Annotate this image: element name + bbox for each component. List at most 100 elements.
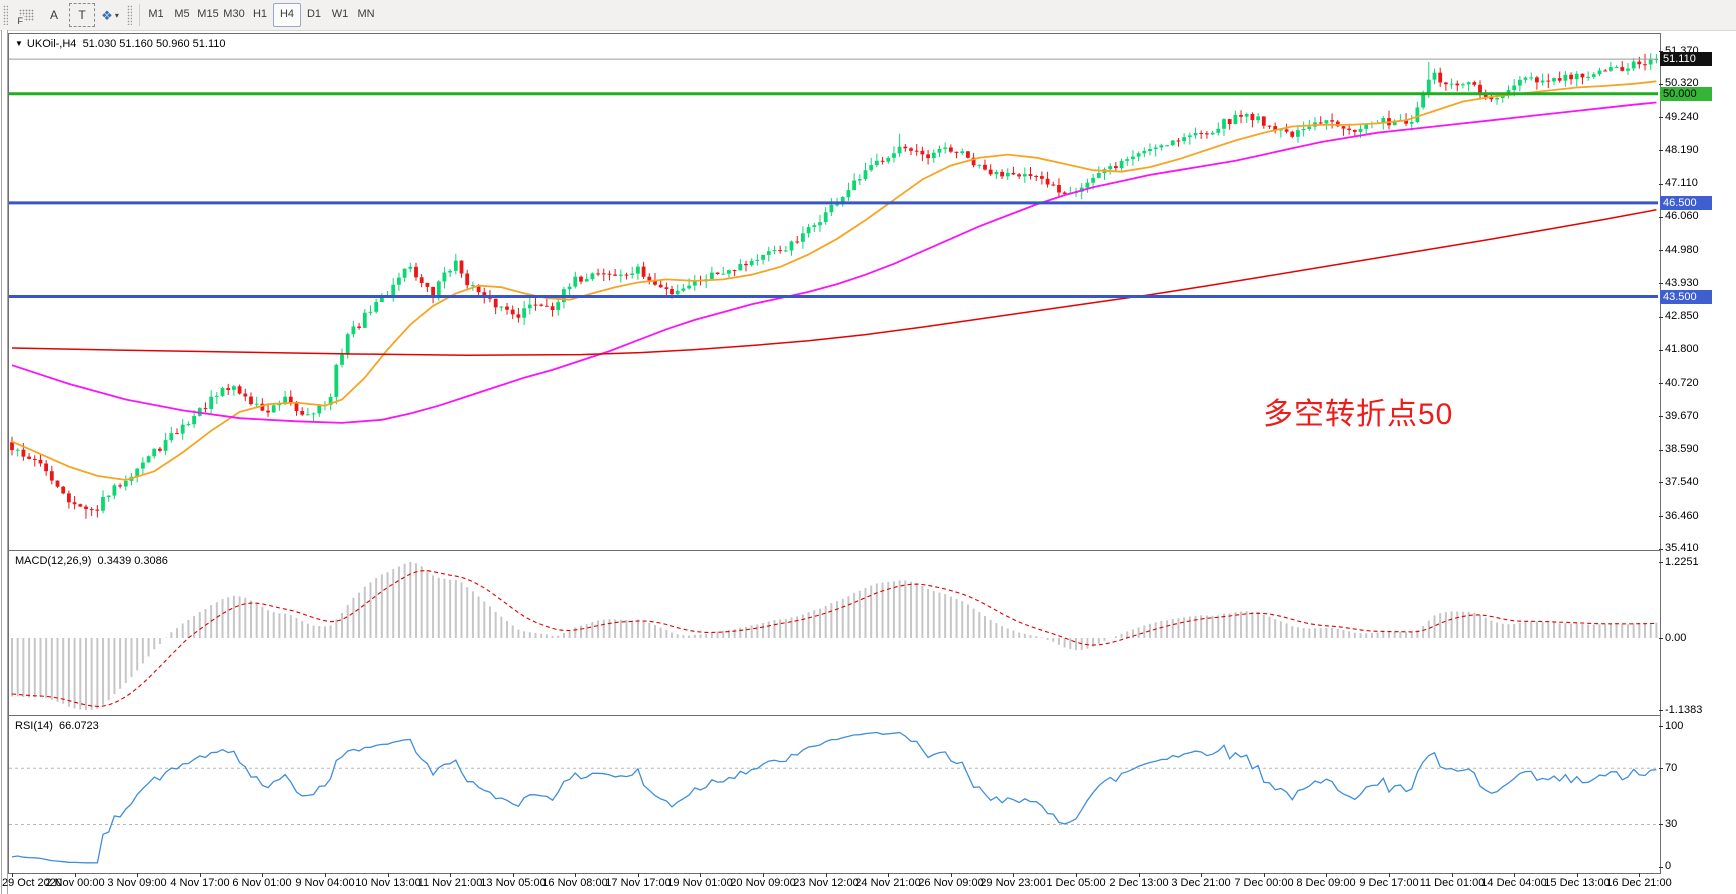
timeframe-m15[interactable]: M15 (197, 8, 219, 20)
template-button[interactable]: F (13, 3, 39, 27)
date-axis-label: 1 Dec 05:00 (1046, 877, 1106, 889)
toolbar-grip[interactable] (3, 5, 8, 25)
price-tick-label: 50.320 (1665, 77, 1699, 89)
window-left-splitter[interactable] (1, 30, 8, 894)
price-tick-mark (1659, 150, 1663, 151)
price-tick-mark (1659, 51, 1663, 52)
timeframe-m30[interactable]: M30 (223, 8, 245, 20)
price-tick-label: 48.190 (1665, 144, 1699, 156)
letter-t-icon: T (78, 8, 86, 22)
price-tick-label: 36.460 (1665, 510, 1699, 522)
price-tick-label: 38.590 (1665, 443, 1699, 455)
price-tick-label: 49.240 (1665, 111, 1699, 123)
rsi-canvas[interactable] (9, 716, 1658, 871)
timeframe-h4[interactable]: H4 (273, 3, 301, 27)
diamonds-icon: ❖ (101, 7, 113, 23)
price-tick-mark (1659, 549, 1663, 550)
main-chart-panel (8, 33, 1661, 551)
macd-panel (8, 550, 1661, 716)
macd-histogram (11, 562, 1658, 710)
price-tick-label: 35.410 (1665, 542, 1699, 554)
date-axis-label: 23 Nov 12:00 (793, 877, 859, 889)
date-tick-mark (951, 873, 952, 877)
ma-fast[interactable] (11, 80, 1657, 481)
date-axis-label: 2 Dec 13:00 (1109, 877, 1169, 889)
date-tick-mark (12, 873, 13, 877)
toolbar-grip-2[interactable] (127, 5, 132, 25)
price-tick-mark (1659, 383, 1663, 384)
date-tick-mark (75, 873, 76, 877)
price-tick-mark (1659, 482, 1663, 483)
date-tick-mark (888, 873, 889, 877)
timeframe-w1[interactable]: W1 (331, 8, 349, 20)
macd-tick-label: -1.1383 (1665, 704, 1703, 716)
rsi-tick-label: 0 (1665, 860, 1672, 872)
price-tick-mark (1659, 184, 1663, 185)
date-tick-mark (1577, 873, 1578, 877)
macd-canvas[interactable] (9, 551, 1658, 713)
price-tag-50.000: 50.000 (1660, 87, 1712, 101)
date-axis-label: 9 Dec 17:00 (1359, 877, 1419, 889)
price-tick-mark (1659, 117, 1663, 118)
timeframe-group: M1 M5 M15 M30 H1 H4 D1 W1 MN (143, 3, 379, 27)
rsi-tick-label: 30 (1665, 818, 1678, 830)
rsi-panel (8, 715, 1661, 874)
date-axis-label: 8 Dec 09:00 (1296, 877, 1356, 889)
date-axis-label: 9 Nov 04:00 (295, 877, 355, 889)
timeframe-m1[interactable]: M1 (148, 8, 164, 20)
main-chart-canvas[interactable] (9, 34, 1658, 548)
macd-tick-mark (1659, 562, 1663, 563)
timeframe-h1[interactable]: H1 (252, 8, 268, 20)
candles-group[interactable] (10, 53, 1658, 519)
price-tick-label: 39.670 (1665, 410, 1699, 422)
timeframe-m5[interactable]: M5 (174, 8, 190, 20)
ma-slow[interactable] (11, 209, 1657, 356)
text-tool-t-button[interactable]: T (69, 3, 95, 27)
timeframe-mn[interactable]: MN (357, 8, 375, 20)
macd-signal-line (11, 570, 1657, 708)
price-tick-label: 43.930 (1665, 277, 1699, 289)
date-tick-mark (1076, 873, 1077, 877)
ma-medium[interactable] (11, 101, 1657, 424)
dot-grid-icon: F (17, 9, 34, 26)
price-tick-mark (1659, 450, 1663, 451)
current-price-tag: 51.110 (1660, 52, 1712, 66)
price-tag-46.500: 46.500 (1660, 196, 1712, 210)
price-tick-label: 44.980 (1665, 244, 1699, 256)
price-tick-mark (1659, 350, 1663, 351)
date-axis-label: 7 Dec 00:00 (1234, 877, 1294, 889)
object-colors-button[interactable]: ❖ ▾ (97, 3, 123, 27)
date-tick-mark (763, 873, 764, 877)
price-tick-mark (1659, 416, 1663, 417)
date-tick-mark (1326, 873, 1327, 877)
macd-tick-mark (1659, 638, 1663, 639)
price-tick-mark (1659, 317, 1663, 318)
date-tick-mark (1264, 873, 1265, 877)
rsi-name: RSI(14) (15, 720, 53, 732)
rsi-tick-mark (1659, 824, 1663, 825)
dropdown-caret-icon[interactable]: ▾ (114, 10, 119, 20)
text-tool-a-button[interactable]: A (41, 3, 67, 27)
price-tick-mark (1659, 250, 1663, 251)
timeframe-d1[interactable]: D1 (306, 8, 322, 20)
rsi-line (11, 731, 1657, 864)
date-tick-mark (1514, 873, 1515, 877)
letter-a-icon: A (49, 8, 58, 22)
date-axis-label: 14 Dec 04:00 (1481, 877, 1547, 889)
rsi-tick-label: 70 (1665, 762, 1678, 774)
macd-tick-label: 0.00 (1665, 632, 1687, 644)
chart-title: ▼ UKOil-,H4 51.030 51.160 50.960 51.110 (15, 38, 226, 50)
price-tick-label: 46.060 (1665, 210, 1699, 222)
date-tick-mark (1389, 873, 1390, 877)
price-tag-43.500: 43.500 (1660, 290, 1712, 304)
date-tick-mark (1139, 873, 1140, 877)
price-tick-mark (1659, 84, 1663, 85)
price-tick-mark (1659, 217, 1663, 218)
date-axis-label: 4 Nov 17:00 (170, 877, 230, 889)
ohlc-values: 51.030 51.160 50.960 51.110 (82, 38, 226, 50)
price-tick-mark (1659, 516, 1663, 517)
date-tick-mark (575, 873, 576, 877)
symbol-dropdown-icon[interactable]: ▼ (15, 39, 23, 48)
macd-tick-mark (1659, 710, 1663, 711)
